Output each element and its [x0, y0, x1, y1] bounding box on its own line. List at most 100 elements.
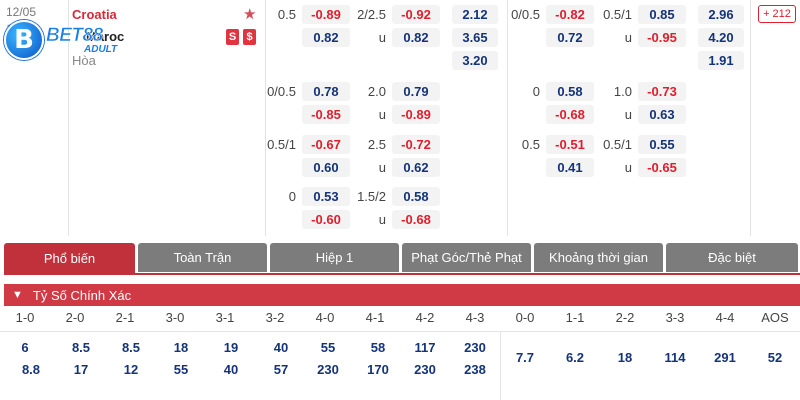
score-header: 3-1	[215, 310, 235, 325]
tab-corners-cards[interactable]: Phạt Góc/Thẻ Phạt	[402, 243, 531, 272]
h1-over-odd[interactable]: -0.73	[638, 82, 686, 101]
score-odd[interactable]: 40	[223, 362, 239, 377]
score-odd[interactable]: 18	[173, 340, 189, 355]
away-team-name[interactable]: Maroc	[86, 29, 125, 44]
score-odd[interactable]: 40	[273, 340, 289, 355]
logo-sub-text: ADULT	[84, 43, 118, 55]
tab-popular[interactable]: Phổ biến	[4, 243, 135, 274]
ft-ou-line: 2.0	[367, 84, 386, 99]
correct-score-header[interactable]: ▼ Tỷ Số Chính Xác	[4, 284, 800, 306]
h1-handicap-away-odd[interactable]: 0.41	[546, 158, 594, 177]
home-team-name[interactable]: Croatia	[72, 7, 117, 22]
score-odd[interactable]: 52	[767, 350, 783, 365]
ft-handicap-home-odd[interactable]: -0.89	[302, 5, 350, 24]
h1-over-odd[interactable]: 0.55	[638, 135, 686, 154]
h1-under-odd[interactable]: -0.95	[638, 28, 686, 47]
h1-ou-line: 0.5/1	[603, 137, 632, 152]
column-divider	[265, 0, 266, 236]
match-date: 12/05	[6, 5, 37, 19]
section-title: Tỷ Số Chính Xác	[32, 287, 132, 303]
h1-1x2-home-odd[interactable]: 2.96	[698, 5, 744, 24]
tab-first-half[interactable]: Hiệp 1	[270, 243, 399, 272]
h1-handicap-away-odd[interactable]: 0.72	[546, 28, 594, 47]
score-header: 4-2	[415, 310, 435, 325]
score-odd[interactable]: 170	[367, 362, 389, 377]
ft-1x2-away-odd[interactable]: 3.65	[452, 28, 498, 47]
stats-icon[interactable]: S	[226, 29, 239, 45]
ft-over-odd[interactable]: -0.92	[392, 5, 440, 24]
h1-over-odd[interactable]: 0.85	[638, 5, 686, 24]
score-odd[interactable]: 117	[414, 340, 436, 355]
bet88-logo: B BET88 ADULT	[4, 18, 144, 62]
h1-handicap-home-odd[interactable]: -0.82	[546, 5, 594, 24]
score-header: 1-0	[15, 310, 35, 325]
ft-handicap-home-odd[interactable]: 0.78	[302, 82, 350, 101]
score-odd[interactable]: 6	[21, 340, 29, 355]
score-header: 4-1	[365, 310, 385, 325]
column-divider	[507, 0, 508, 236]
score-odd[interactable]: 230	[464, 340, 486, 355]
ft-1x2-home-odd[interactable]: 2.12	[452, 5, 498, 24]
ft-under-label: u	[378, 107, 386, 122]
score-odd[interactable]: 17	[73, 362, 89, 377]
ft-under-label: u	[378, 160, 386, 175]
score-odd[interactable]: 230	[317, 362, 339, 377]
tab-specials[interactable]: Đặc biệt	[666, 243, 798, 272]
ft-handicap-away-odd[interactable]: 0.60	[302, 158, 350, 177]
tab-full-time[interactable]: Toàn Trận	[138, 243, 267, 272]
h1-handicap-away-odd[interactable]: -0.68	[546, 105, 594, 124]
score-header: 1-1	[565, 310, 585, 325]
h1-under-odd[interactable]: 0.63	[638, 105, 686, 124]
score-odd[interactable]: 57	[273, 362, 289, 377]
draw-label: Hòa	[72, 53, 96, 68]
score-header: 4-3	[465, 310, 485, 325]
h1-handicap-home-odd[interactable]: -0.51	[546, 135, 594, 154]
h1-handicap-home-odd[interactable]: 0.58	[546, 82, 594, 101]
tab-time-periods[interactable]: Khoảng thời gian	[534, 243, 663, 272]
score-odd[interactable]: 238	[464, 362, 486, 377]
score-odd[interactable]: 55	[320, 340, 336, 355]
ft-ou-line: 2/2.5	[357, 7, 386, 22]
ft-handicap-away-odd[interactable]: -0.85	[302, 105, 350, 124]
tabs-underline	[4, 273, 800, 275]
ft-over-odd[interactable]: 0.79	[392, 82, 440, 101]
star-icon[interactable]: ★	[243, 6, 257, 23]
score-odd[interactable]: 58	[370, 340, 386, 355]
h1-1x2-draw-odd[interactable]: 1.91	[698, 51, 744, 70]
ft-handicap-away-odd[interactable]: 0.82	[302, 28, 350, 47]
ft-over-odd[interactable]: 0.58	[392, 187, 440, 206]
h1-handicap-line: 0	[532, 84, 540, 99]
score-odd[interactable]: 230	[414, 362, 436, 377]
score-odd[interactable]: 18	[617, 350, 633, 365]
score-odd[interactable]: 8.5	[121, 340, 141, 355]
h1-ou-line: 0.5/1	[603, 7, 632, 22]
ft-under-odd[interactable]: 0.62	[392, 158, 440, 177]
h1-under-odd[interactable]: -0.65	[638, 158, 686, 177]
h1-1x2-away-odd[interactable]: 4.20	[698, 28, 744, 47]
ft-under-odd[interactable]: 0.82	[392, 28, 440, 47]
ft-handicap-home-odd[interactable]: -0.67	[302, 135, 350, 154]
ft-over-odd[interactable]: -0.72	[392, 135, 440, 154]
score-odd[interactable]: 114	[664, 350, 686, 365]
ft-handicap-away-odd[interactable]: -0.60	[302, 210, 350, 229]
cashout-icon[interactable]: $	[243, 29, 256, 45]
score-header: 2-2	[615, 310, 635, 325]
ft-handicap-home-odd[interactable]: 0.53	[302, 187, 350, 206]
score-odd[interactable]: 19	[223, 340, 239, 355]
ft-under-odd[interactable]: -0.68	[392, 210, 440, 229]
score-odd[interactable]: 55	[173, 362, 189, 377]
score-header: 4-4	[715, 310, 735, 325]
score-odd[interactable]: 291	[714, 350, 736, 365]
ft-1x2-draw-odd[interactable]: 3.20	[452, 51, 498, 70]
more-markets-button[interactable]: + 212	[758, 5, 796, 23]
h1-handicap-line: 0/0.5	[511, 7, 540, 22]
score-odd[interactable]: 12	[123, 362, 139, 377]
market-tabs: Phổ biến Toàn Trận Hiệp 1 Phạt Góc/Thẻ P…	[4, 243, 800, 274]
score-header: 3-0	[165, 310, 185, 325]
score-odd[interactable]: 8.5	[71, 340, 91, 355]
score-odd[interactable]: 6.2	[565, 350, 585, 365]
score-odd[interactable]: 8.8	[21, 362, 41, 377]
ft-under-odd[interactable]: -0.89	[392, 105, 440, 124]
ft-ou-line: 1.5/2	[357, 189, 386, 204]
score-odd[interactable]: 7.7	[515, 350, 535, 365]
